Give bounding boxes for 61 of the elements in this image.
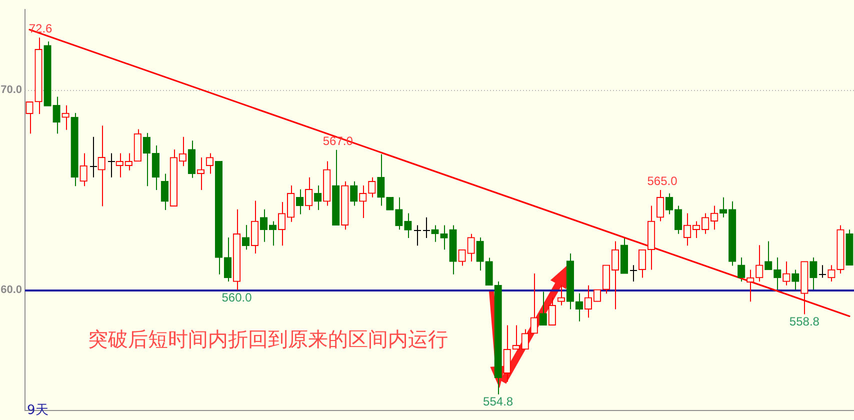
- candlestick: [314, 185, 322, 210]
- candlestick: [810, 256, 818, 290]
- candlestick: [440, 224, 448, 250]
- annotation: 565.0: [647, 174, 678, 188]
- candlestick: [782, 261, 790, 286]
- candlestick: [818, 264, 826, 278]
- candlestick: [485, 257, 493, 286]
- candlestick: [196, 156, 205, 190]
- annotation: 9天: [27, 403, 48, 418]
- candlestick: [188, 140, 196, 178]
- candlestick: [422, 216, 430, 239]
- candlestick: [108, 152, 116, 178]
- candlestick: [557, 284, 565, 306]
- annotation: 558.8: [789, 314, 820, 329]
- candlestick: [512, 324, 520, 350]
- candlestick: [305, 176, 313, 210]
- candlestick: [160, 173, 168, 210]
- candlestick: [62, 104, 70, 130]
- candlestick: [116, 152, 124, 178]
- candlestick: [377, 154, 385, 206]
- candlestick: [548, 297, 556, 326]
- candlestick: [503, 324, 511, 382]
- candlestick: [142, 132, 150, 187]
- candlestick: [80, 152, 88, 187]
- candlestick: [98, 125, 106, 207]
- candlestick: [152, 144, 160, 190]
- candlestick: [656, 189, 664, 222]
- candlestick: [738, 256, 746, 282]
- candlestick: [90, 136, 98, 178]
- annotation: 567.0: [322, 134, 354, 148]
- annotation: 560.0: [222, 290, 252, 304]
- candlestick: [746, 269, 754, 302]
- candlestick: [52, 96, 60, 134]
- candlestick: [720, 196, 728, 218]
- candlestick: [404, 212, 412, 239]
- candlestick: [124, 152, 132, 171]
- annotation: 72.6: [28, 22, 53, 36]
- candlestick: [359, 185, 367, 219]
- candlestick: [521, 328, 529, 350]
- candlestick: [250, 200, 259, 254]
- candlestick: [828, 264, 836, 282]
- candlestick: [756, 244, 764, 282]
- candlestick: [774, 256, 782, 290]
- candlestick: [476, 236, 484, 272]
- y-tick-label: 70.0: [0, 84, 22, 96]
- candlestick: [630, 264, 638, 282]
- annotation: 554.8: [483, 394, 514, 409]
- candlestick: [575, 292, 583, 322]
- candlestick: [350, 180, 358, 206]
- candlestick: [386, 197, 394, 210]
- candlestick: [792, 269, 800, 290]
- candlestick: [764, 240, 772, 270]
- y-tick-label: 60.0: [0, 284, 22, 296]
- candlestick: [395, 196, 403, 230]
- candlestick: [224, 236, 232, 282]
- candlestick: [431, 224, 439, 242]
- candlestick: [530, 273, 538, 334]
- candlestick: [206, 152, 214, 174]
- annotation: 突破后短时间内折回到原来的区间内运行: [88, 327, 448, 351]
- candlestick: [414, 224, 422, 246]
- candlestick: [467, 233, 475, 262]
